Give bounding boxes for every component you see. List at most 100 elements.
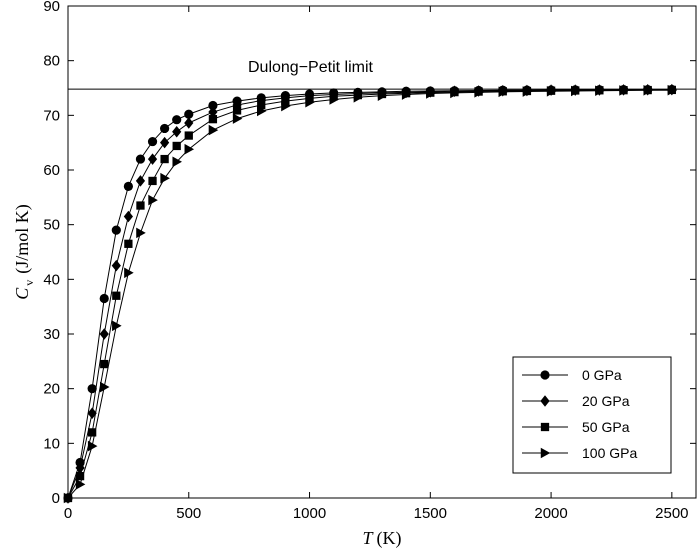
legend-item: 0 GPa bbox=[522, 367, 622, 383]
data-point bbox=[123, 181, 133, 191]
data-point bbox=[99, 381, 110, 393]
data-point bbox=[99, 293, 109, 304]
legend-label: 100 GPa bbox=[582, 445, 637, 461]
series-3 bbox=[63, 84, 678, 504]
svg-text:Cv(J/mol K): Cv (J/mol K) bbox=[12, 204, 36, 300]
data-point bbox=[570, 85, 581, 97]
data-point bbox=[281, 96, 290, 106]
data-point bbox=[135, 154, 146, 164]
legend-marker bbox=[540, 370, 550, 380]
y-tick-label: 20 bbox=[43, 381, 60, 398]
data-point bbox=[136, 227, 146, 239]
data-point bbox=[256, 105, 267, 117]
data-point bbox=[75, 471, 85, 481]
data-point bbox=[426, 88, 436, 99]
data-point bbox=[148, 176, 157, 186]
data-point bbox=[208, 100, 218, 111]
data-point bbox=[172, 156, 182, 168]
data-point bbox=[63, 492, 74, 504]
data-point bbox=[160, 172, 170, 184]
legend-marker bbox=[540, 447, 551, 459]
y-tick-label: 90 bbox=[43, 0, 60, 15]
data-point bbox=[112, 291, 121, 300]
x-tick-label: 0 bbox=[64, 505, 72, 522]
data-point bbox=[123, 210, 133, 223]
data-point bbox=[112, 320, 122, 332]
legend-item: 100 GPa bbox=[522, 445, 637, 461]
legend-item: 50 GPa bbox=[522, 419, 630, 435]
y-axis-title-subscript: v bbox=[22, 280, 36, 286]
data-point bbox=[257, 100, 266, 110]
y-axis-title: Cv (J/mol K) bbox=[12, 204, 36, 300]
data-point bbox=[87, 440, 98, 452]
annotation-dulong-petit: Dulong−Petit limit bbox=[248, 59, 374, 76]
data-point bbox=[522, 86, 533, 97]
legend-item: 20 GPa bbox=[522, 393, 630, 409]
x-axis-title-symbol: T bbox=[362, 528, 374, 548]
data-point bbox=[100, 359, 109, 369]
data-point bbox=[232, 106, 242, 115]
data-point bbox=[124, 239, 133, 248]
data-point bbox=[111, 259, 121, 272]
data-point bbox=[148, 194, 158, 206]
legend: 0 GPa 20 GPa 50 GPa 100 GPa bbox=[512, 356, 672, 474]
data-point bbox=[329, 92, 338, 101]
data-point bbox=[172, 115, 182, 125]
data-point bbox=[172, 141, 181, 151]
data-point bbox=[75, 479, 86, 490]
data-point bbox=[136, 201, 145, 210]
x-tick-label: 1500 bbox=[414, 505, 447, 522]
data-point bbox=[450, 87, 460, 99]
data-point bbox=[160, 136, 170, 149]
data-point bbox=[172, 125, 182, 138]
legend-marker bbox=[540, 395, 550, 407]
data-point bbox=[595, 85, 605, 97]
y-axis-title-symbol: C bbox=[12, 287, 32, 300]
data-point bbox=[184, 131, 193, 140]
data-point bbox=[99, 328, 109, 340]
data-point bbox=[498, 86, 509, 98]
y-tick-label: 40 bbox=[43, 271, 60, 288]
data-point bbox=[184, 109, 194, 119]
data-point bbox=[87, 407, 97, 420]
y-tick-label: 0 bbox=[52, 490, 60, 507]
x-tick-label: 1000 bbox=[293, 505, 326, 522]
data-point bbox=[353, 92, 364, 103]
data-point bbox=[281, 100, 291, 112]
x-tick-label: 2000 bbox=[534, 505, 567, 522]
x-tick-label: 500 bbox=[176, 505, 201, 522]
series-layer bbox=[63, 83, 678, 504]
x-axis-title-unit: (K) bbox=[377, 528, 402, 549]
legend-marker bbox=[540, 422, 550, 432]
data-point bbox=[329, 94, 339, 105]
data-point bbox=[546, 85, 557, 97]
y-tick-label: 50 bbox=[43, 217, 60, 234]
data-point bbox=[184, 143, 195, 155]
data-point bbox=[305, 96, 315, 108]
data-point bbox=[147, 136, 158, 147]
data-point bbox=[75, 462, 85, 474]
y-axis-title-unit: (J/mol K) bbox=[12, 204, 33, 274]
data-point bbox=[160, 154, 169, 164]
data-point bbox=[232, 113, 243, 124]
data-point bbox=[619, 85, 629, 96]
legend-label: 0 GPa bbox=[582, 367, 622, 383]
y-tick-label: 70 bbox=[43, 107, 60, 124]
data-point bbox=[208, 106, 218, 118]
data-point bbox=[87, 384, 97, 394]
legend-box bbox=[512, 356, 672, 474]
data-point bbox=[474, 87, 484, 98]
data-point bbox=[147, 153, 158, 165]
y-tick-label: 10 bbox=[43, 435, 60, 452]
data-point bbox=[667, 84, 678, 96]
data-point bbox=[135, 175, 146, 187]
y-tick-label: 30 bbox=[43, 326, 60, 343]
legend-label: 50 GPa bbox=[582, 419, 630, 435]
data-point bbox=[111, 225, 121, 235]
data-point bbox=[305, 94, 314, 103]
x-tick-label: 2500 bbox=[655, 505, 688, 522]
legend-label: 20 GPa bbox=[582, 393, 630, 409]
y-tick-label: 60 bbox=[43, 162, 60, 179]
data-point bbox=[377, 90, 388, 101]
